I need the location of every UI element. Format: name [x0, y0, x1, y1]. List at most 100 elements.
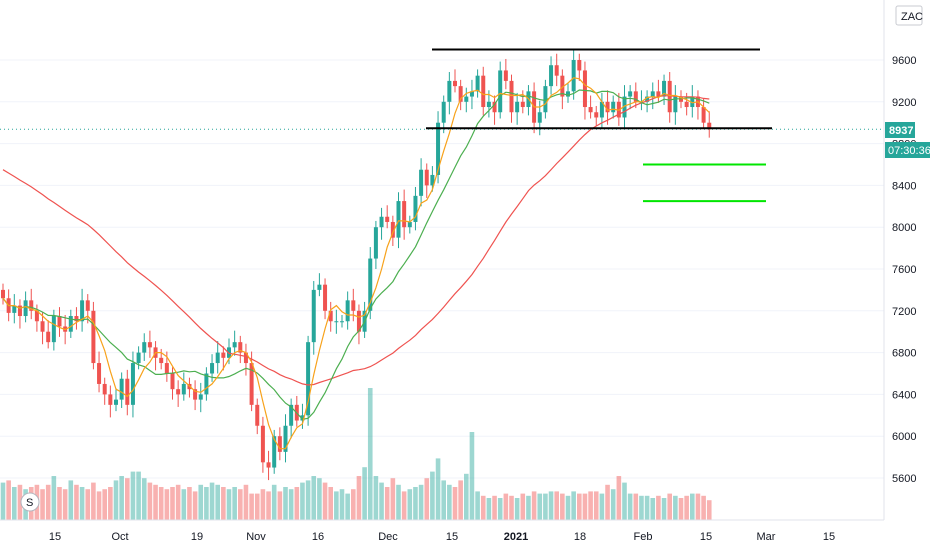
candle-body [34, 310, 39, 322]
candle-body [486, 101, 491, 108]
time-tick-label: 15 [823, 531, 835, 543]
candle-body [469, 91, 474, 97]
volume-bar [294, 487, 300, 520]
candle [114, 388, 118, 412]
candle-body [181, 383, 186, 395]
candle-body [594, 112, 599, 118]
volume-bar [187, 487, 192, 520]
candle-body [317, 284, 322, 290]
volume-bar [605, 484, 610, 520]
volume-bar [356, 476, 362, 520]
candle-body [68, 316, 73, 332]
candle-body [503, 70, 508, 81]
volume-bar [192, 491, 198, 520]
candle-body [413, 195, 418, 222]
candle-body [306, 342, 311, 416]
volume-bar [396, 484, 401, 520]
volume-bar [407, 489, 413, 520]
volume-bar [373, 476, 379, 520]
volume-badge[interactable]: S [20, 492, 40, 512]
time-tick-label: 18 [574, 531, 586, 543]
volume-bar [599, 493, 605, 520]
candle-body [441, 101, 446, 123]
volume-bar [435, 458, 441, 520]
candle [469, 79, 474, 110]
candle [57, 307, 62, 337]
candle-body [289, 404, 294, 426]
candle [396, 192, 401, 249]
candle [356, 304, 361, 345]
candle-body [119, 378, 124, 400]
volume-bar [40, 489, 45, 520]
candle [277, 427, 282, 461]
candle [402, 189, 407, 240]
candle-body [419, 169, 424, 196]
candle-body [628, 91, 633, 97]
candle-body [272, 436, 277, 468]
volume-bar [322, 482, 328, 520]
candle [667, 72, 672, 123]
candle-body [46, 331, 51, 343]
time-tick-label: Feb [634, 531, 653, 543]
volume-bar [334, 491, 339, 520]
ma-fast-line [2, 77, 710, 450]
volume-bar [136, 471, 141, 520]
candle [328, 301, 333, 332]
candle-body [673, 96, 678, 113]
volume-bar [62, 489, 68, 520]
volume-bar [424, 478, 430, 520]
volume-bar [345, 493, 350, 520]
volume-bar [317, 478, 322, 520]
candle [102, 377, 107, 405]
volume-bar [661, 498, 667, 520]
volume-bar [175, 484, 181, 520]
candle [532, 82, 537, 134]
candle [238, 335, 243, 364]
candle-body [142, 342, 147, 353]
volume-bar [413, 487, 418, 520]
volume-bar [125, 478, 130, 520]
volume-bar [153, 484, 158, 520]
candle [390, 215, 395, 247]
symbol-badge[interactable]: ZAC [895, 5, 923, 26]
time-tick-label: 19 [191, 531, 203, 543]
candle [458, 79, 463, 111]
candle-body [662, 80, 667, 97]
volume-bar [560, 493, 565, 520]
last-price-value: 8937 [889, 125, 913, 137]
time-tick-label: 2021 [504, 531, 528, 543]
volume-bar [384, 487, 390, 520]
candle [204, 367, 209, 401]
volume-bar [119, 476, 124, 520]
volume-bar [588, 491, 593, 520]
volume-bar [277, 491, 283, 520]
candle-body [436, 122, 441, 175]
candle [40, 312, 45, 345]
candle [424, 163, 429, 198]
volume-bar [311, 476, 317, 520]
candle-body [379, 216, 384, 228]
price-tick-label: 8400 [892, 180, 916, 192]
price-axis[interactable]: 5600600064006800720076008000840088009200… [892, 55, 916, 485]
volume-bar [181, 489, 187, 520]
volume-bar [582, 493, 588, 520]
candle [181, 372, 186, 401]
time-axis[interactable]: 15 Oct 19 Nov 16 Dec 15 2021 18 Feb 15 Mar 15 [49, 531, 835, 543]
candle-body [215, 352, 220, 364]
candle-body [656, 91, 661, 97]
candle-body [577, 60, 582, 71]
volume-bar [102, 489, 107, 520]
candle-body [323, 284, 328, 311]
volume-bar [6, 480, 11, 520]
candle-body [390, 221, 395, 238]
candle-body [492, 101, 497, 113]
candle-body [402, 201, 407, 228]
candle [701, 98, 706, 129]
volume-bar [339, 489, 345, 520]
candle [311, 281, 316, 355]
volume-bar [362, 467, 367, 520]
candle [51, 309, 56, 351]
candle-body [645, 96, 650, 102]
volume-bar [57, 487, 62, 520]
